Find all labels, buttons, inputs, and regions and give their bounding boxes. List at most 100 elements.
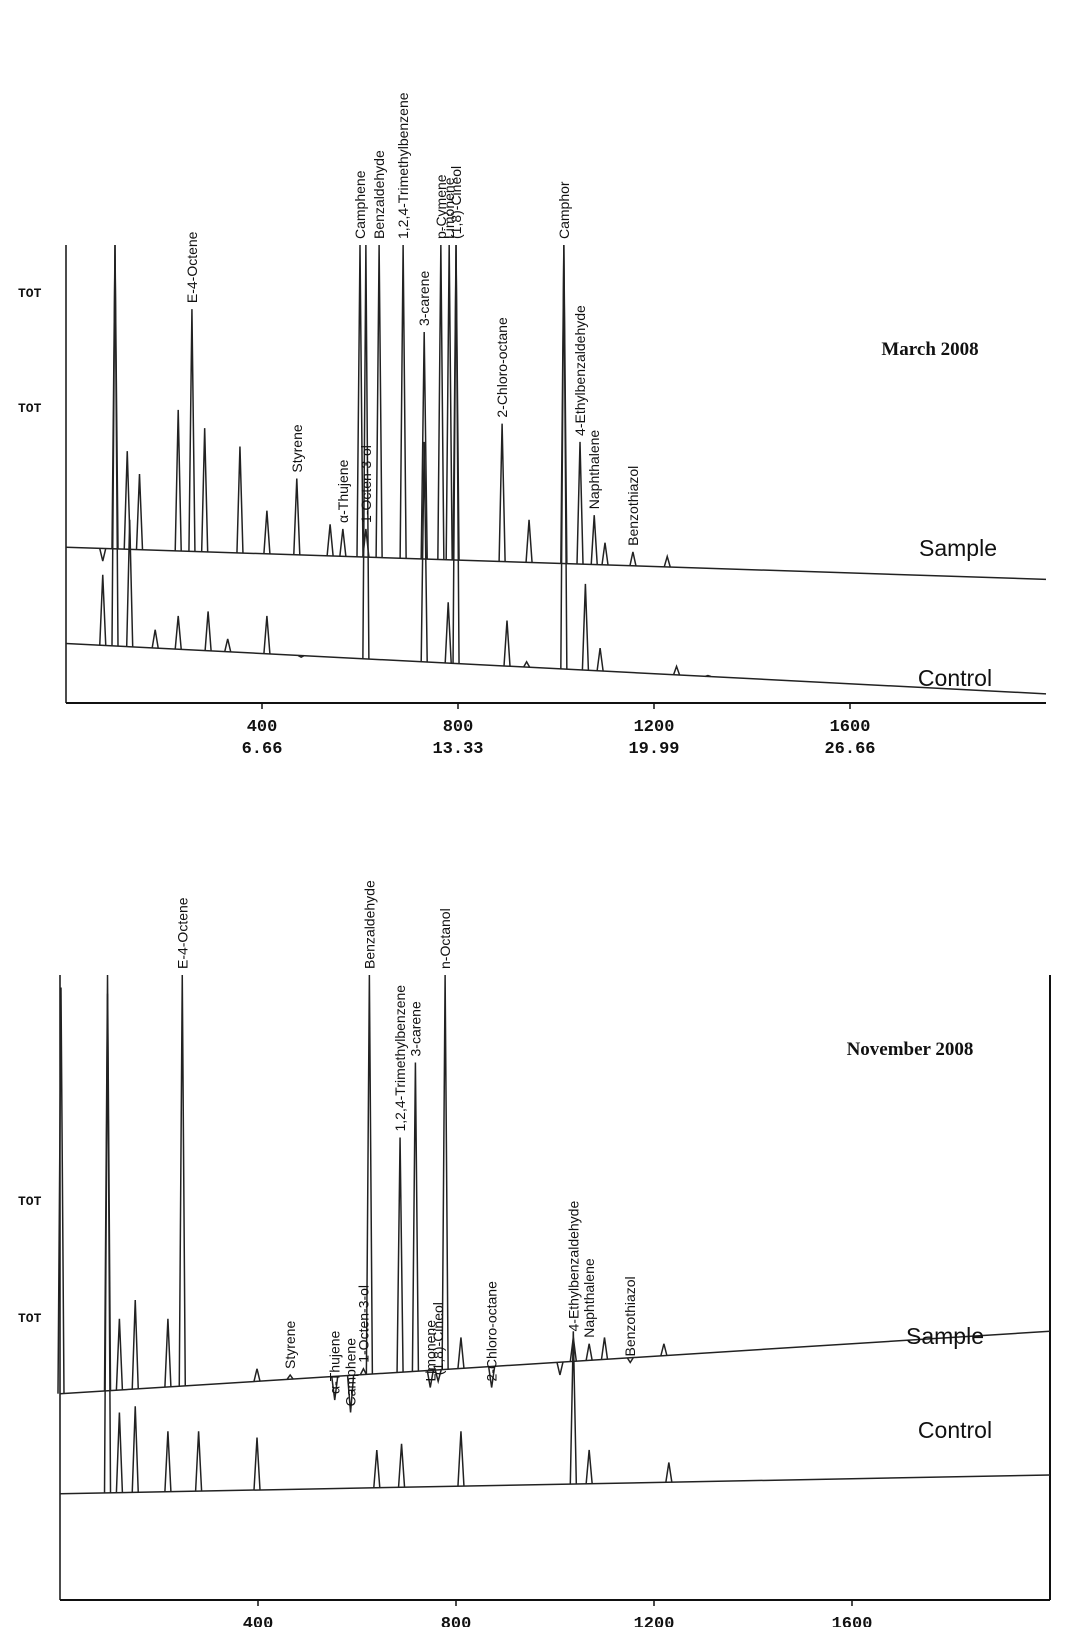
chart-title: November 2008 [847,1039,974,1060]
peak [151,629,159,649]
axis-label: TOT [18,1194,42,1209]
baseline [59,1474,1051,1495]
peak-label: Benzothiazol [625,466,641,546]
peak [399,244,407,559]
peak [359,1367,368,1375]
x-tick-label: 400 [243,1615,274,1627]
peak [200,428,209,552]
peak [397,1443,406,1488]
peak [164,1431,172,1492]
peak-label: Camphene [343,1338,359,1407]
peak [57,987,65,1394]
peak [236,446,244,553]
peak-label: Styrene [282,1321,298,1369]
peak [188,309,196,552]
axis-label: TOT [18,401,42,416]
peak-label: n-Octanol [437,908,453,969]
peak-label: α-Thujene [327,1330,343,1394]
peak-label: Styrene [289,424,305,472]
peak [174,615,182,650]
peak [135,473,144,550]
peak-label: 1-Octen-3-ol [358,445,374,523]
legend-label: Control [918,1417,992,1443]
peak [293,478,301,555]
peak [263,615,271,654]
peak [487,1366,496,1388]
x-tick-time: 13.33 [432,740,483,759]
peak [297,654,305,659]
peak-label: Benzothiazol [622,1276,638,1356]
peak-label: Limonene [422,1320,438,1382]
peak [522,660,531,668]
peak-label: 4-Ethylbenzaldehyde [572,305,588,436]
peak [263,510,271,554]
peak [576,441,584,565]
peak [174,409,182,551]
peak [665,1462,673,1483]
peak-label: 2-Chloro-octane [494,317,510,418]
peak [457,1337,465,1369]
peak [375,244,383,558]
peak [441,974,449,1370]
peak [326,524,334,556]
baseline [65,642,1047,695]
peak [111,244,119,646]
peak [356,244,364,557]
x-tick-label: 1200 [634,718,675,737]
peak-label: Naphthalene [581,1258,597,1338]
peak [629,551,637,566]
peak [223,638,232,652]
axis-label: TOT [18,1311,42,1326]
peak [704,674,712,678]
peak [194,1431,203,1492]
peak [560,244,568,670]
peak [330,1376,339,1401]
peak [396,1137,404,1373]
peak-label: 3-carene [407,1001,423,1056]
peak-label: 4-Ethylbenzaldehyde [565,1201,581,1332]
x-tick-label: 1200 [634,1615,675,1627]
peak [452,244,460,664]
x-tick-time: 26.66 [824,740,875,759]
peak-label: (1,8)-Cineol [448,166,464,239]
peak [445,244,453,560]
x-tick-label: 1600 [832,1615,873,1627]
peak-label: E-4-Octene [184,231,200,303]
peak [411,1062,420,1372]
peak-label: 1,2,4-Trimethylbenzene [395,92,411,239]
peak [437,244,445,560]
peak [164,1318,172,1387]
peak [503,620,511,667]
peak [426,1370,434,1388]
x-tick-label: 400 [247,718,278,737]
chart-title: March 2008 [881,339,978,360]
peak-label: Benzaldehyde [371,150,387,239]
peak [131,1299,139,1390]
peak [585,1343,593,1361]
peak [420,441,428,662]
peak [253,1368,261,1382]
peak [525,519,533,563]
peak [131,1406,139,1493]
peak [99,574,107,646]
peak [596,647,604,672]
peak [103,993,112,1493]
peak-label: E-4-Octene [174,897,190,969]
peak [115,1412,124,1493]
peak [365,974,374,1375]
peak [339,528,347,557]
legend-label: Sample [906,1323,984,1349]
peak-label: α-Thujene [335,459,351,523]
peak-label: (1,8)-Cineol [430,1302,446,1375]
peak-label: Naphthalene [586,430,602,510]
peak [457,1431,465,1487]
peak [434,1369,442,1385]
peak [626,1357,634,1364]
peak-label: 1,2,4-Trimethylbenzene [392,985,408,1132]
peak [204,611,212,651]
peak [346,1375,355,1413]
peak [444,602,452,664]
x-tick-label: 1600 [830,718,871,737]
